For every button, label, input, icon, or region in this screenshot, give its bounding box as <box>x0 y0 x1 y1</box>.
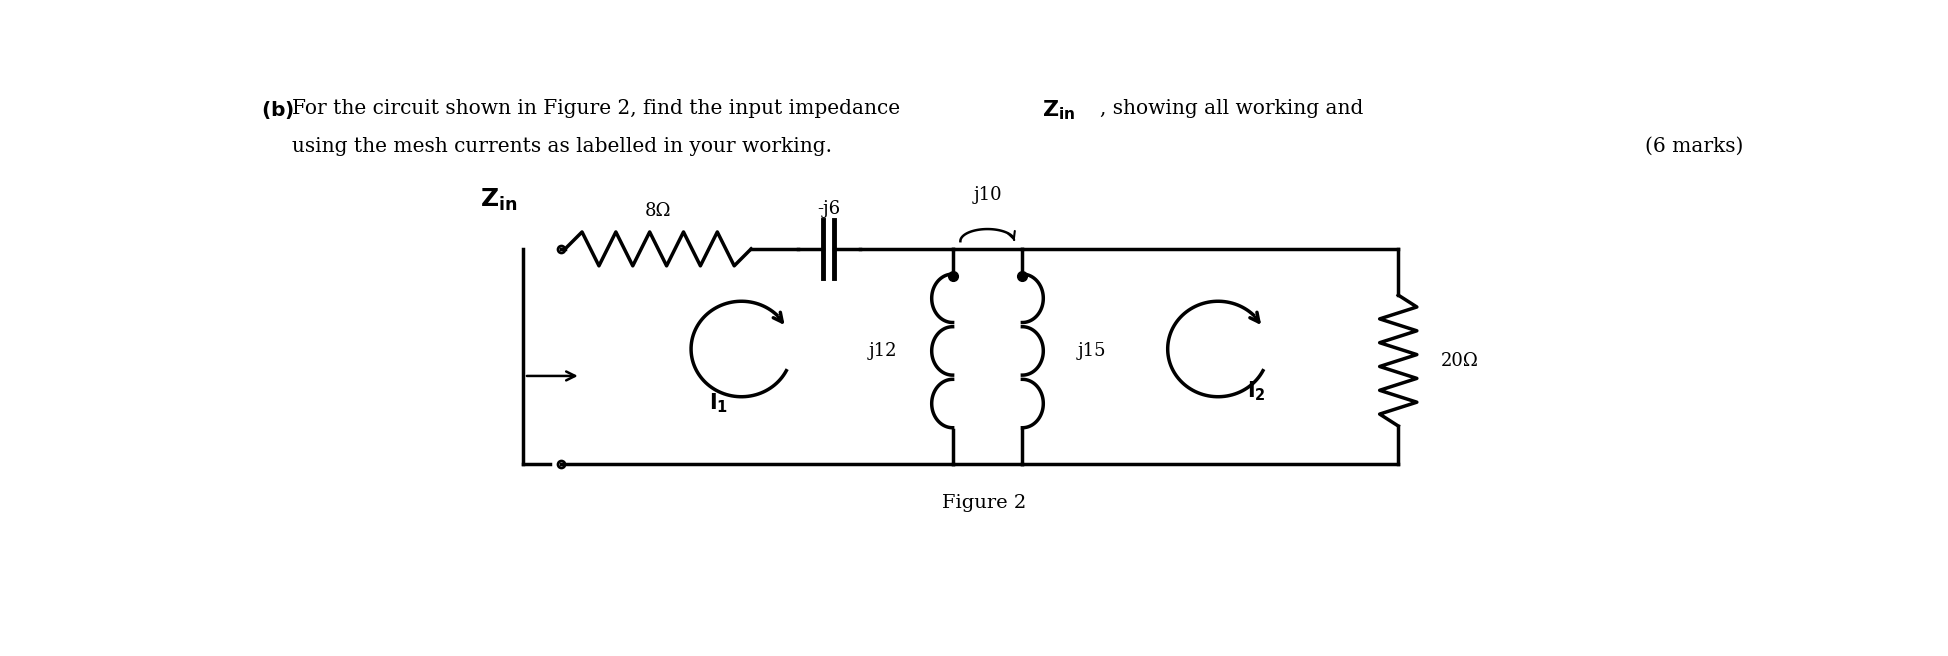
Text: $\mathbf{Z}_{\mathbf{in}}$: $\mathbf{Z}_{\mathbf{in}}$ <box>1042 99 1075 122</box>
Text: 8Ω: 8Ω <box>645 201 672 220</box>
Text: $\mathbf{I_1}$: $\mathbf{I_1}$ <box>709 392 729 415</box>
Text: (6 marks): (6 marks) <box>1644 137 1743 156</box>
Text: For the circuit shown in Figure 2, find the input impedance: For the circuit shown in Figure 2, find … <box>292 99 906 117</box>
Text: Figure 2: Figure 2 <box>941 494 1027 512</box>
Text: j15: j15 <box>1077 342 1106 360</box>
Text: j12: j12 <box>869 342 896 360</box>
Text: 20Ω: 20Ω <box>1442 352 1479 369</box>
Text: using the mesh currents as labelled in your working.: using the mesh currents as labelled in y… <box>292 137 832 156</box>
Text: -j6: -j6 <box>816 200 840 218</box>
Text: $\bf{(b)}$: $\bf{(b)}$ <box>261 99 294 121</box>
Text: $\mathbf{I_2}$: $\mathbf{I_2}$ <box>1247 380 1266 403</box>
Text: $\mathbf{Z}_{\mathbf{in}}$: $\mathbf{Z}_{\mathbf{in}}$ <box>479 186 518 213</box>
Text: j10: j10 <box>974 186 1001 204</box>
Text: , showing all working and: , showing all working and <box>1101 99 1364 117</box>
